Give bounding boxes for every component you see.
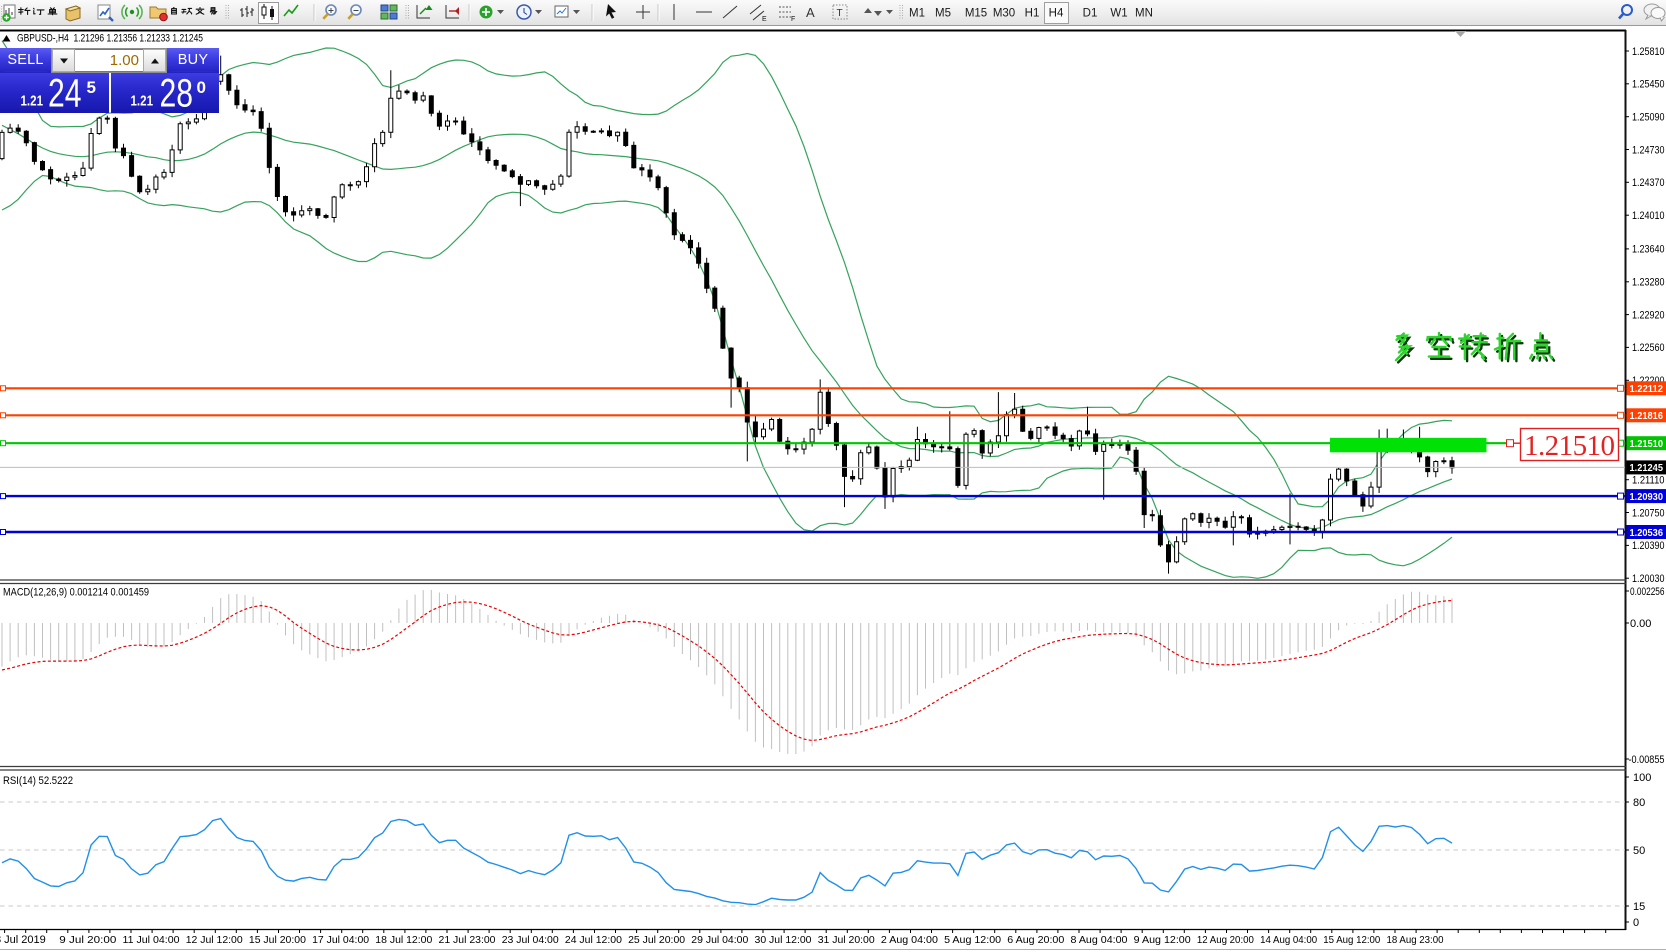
svg-text:5: 5 [87,78,96,97]
svg-text:1.20750: 1.20750 [1632,507,1665,519]
svg-text:1.23640: 1.23640 [1632,244,1665,256]
svg-text:9 Jul 20:00: 9 Jul 20:00 [59,934,116,946]
svg-text:E: E [762,16,767,23]
svg-text:1.25090: 1.25090 [1632,112,1665,124]
svg-text:12 Aug 20:00: 12 Aug 20:00 [1197,934,1254,946]
svg-text:M5: M5 [935,8,951,20]
svg-text:M15: M15 [965,8,987,20]
svg-text:M30: M30 [993,8,1015,20]
svg-text:T: T [837,8,843,19]
svg-text:21 Jul 23:00: 21 Jul 23:00 [439,934,496,946]
svg-text:1.20390: 1.20390 [1632,540,1665,552]
svg-text:28: 28 [160,73,194,113]
svg-text:80: 80 [1633,797,1645,809]
svg-text:2 Aug 04:00: 2 Aug 04:00 [881,934,938,946]
svg-text:1.21: 1.21 [131,93,154,110]
svg-text:18 Jul 12:00: 18 Jul 12:00 [375,934,432,946]
svg-text:1.25450: 1.25450 [1632,79,1665,91]
svg-text:1.21816: 1.21816 [1630,410,1664,422]
svg-text:D1: D1 [1083,8,1098,20]
svg-text:15: 15 [1633,901,1645,913]
svg-text:24 Jul 12:00: 24 Jul 12:00 [565,934,622,946]
svg-text:11 Jul 04:00: 11 Jul 04:00 [123,934,180,946]
svg-text:25 Jul 20:00: 25 Jul 20:00 [628,934,685,946]
svg-text:12 Jul 12:00: 12 Jul 12:00 [186,934,243,946]
svg-text:1.20030: 1.20030 [1632,573,1665,585]
svg-text:GBPUSD-,H4 1.21296 1.21356 1.: GBPUSD-,H4 1.21296 1.21356 1.21233 1.212… [17,33,203,45]
svg-text:14 Aug 04:00: 14 Aug 04:00 [1260,934,1317,946]
svg-text:MACD(12,26,9) 0.001214 0.00145: MACD(12,26,9) 0.001214 0.001459 [3,587,149,599]
svg-text:-0.00855: -0.00855 [1629,754,1665,766]
svg-text:1.22112: 1.22112 [1630,383,1664,395]
svg-text:1.24370: 1.24370 [1632,177,1665,189]
svg-text:15 Aug 12:00: 15 Aug 12:00 [1323,934,1380,946]
svg-text:8 Jul 2019: 8 Jul 2019 [0,934,46,946]
svg-text:1.24730: 1.24730 [1632,144,1665,156]
svg-text:1.21110: 1.21110 [1632,475,1665,487]
svg-text:1.21510: 1.21510 [1524,430,1615,462]
svg-text:1.21245: 1.21245 [1630,462,1664,474]
svg-text:23 Jul 04:00: 23 Jul 04:00 [502,934,559,946]
svg-text:0.002256: 0.002256 [1630,586,1665,598]
svg-text:9 Aug 12:00: 9 Aug 12:00 [1134,934,1191,946]
svg-text:F: F [791,16,795,23]
svg-text:MN: MN [1135,8,1153,20]
svg-text:1.20536: 1.20536 [1630,527,1664,539]
svg-text:5 Aug 12:00: 5 Aug 12:00 [944,934,1001,946]
svg-text:0: 0 [1633,917,1639,929]
svg-text:31 Jul 20:00: 31 Jul 20:00 [818,934,875,946]
svg-text:RSI(14) 52.5222: RSI(14) 52.5222 [3,775,73,787]
svg-text:1.25810: 1.25810 [1632,46,1665,58]
svg-text:18 Aug 23:00: 18 Aug 23:00 [1387,934,1444,946]
svg-text:1.21: 1.21 [21,93,44,110]
svg-text:0.00: 0.00 [1630,618,1651,630]
svg-text:30 Jul 12:00: 30 Jul 12:00 [755,934,812,946]
svg-text:M1: M1 [909,8,925,20]
svg-text:1.24010: 1.24010 [1632,210,1665,222]
svg-text:H1: H1 [1025,8,1040,20]
svg-text:1.21510: 1.21510 [1630,438,1664,450]
svg-text:W1: W1 [1110,8,1127,20]
svg-text:15 Jul 20:00: 15 Jul 20:00 [249,934,306,946]
svg-text:29 Jul 04:00: 29 Jul 04:00 [691,934,748,946]
svg-text:50: 50 [1633,845,1645,857]
svg-text:1.22920: 1.22920 [1632,309,1665,321]
svg-text:1.23280: 1.23280 [1632,277,1665,289]
svg-text:100: 100 [1633,772,1651,784]
svg-text:1.22560: 1.22560 [1632,342,1665,354]
svg-text:24: 24 [48,73,82,113]
svg-text:17 Jul 04:00: 17 Jul 04:00 [312,934,369,946]
svg-text:8 Aug 04:00: 8 Aug 04:00 [1071,934,1128,946]
svg-text:H4: H4 [1049,8,1064,20]
svg-text:0: 0 [197,78,206,97]
svg-text:1.20930: 1.20930 [1630,491,1664,503]
svg-text:6 Aug 20:00: 6 Aug 20:00 [1007,934,1064,946]
svg-text:A: A [806,5,815,20]
